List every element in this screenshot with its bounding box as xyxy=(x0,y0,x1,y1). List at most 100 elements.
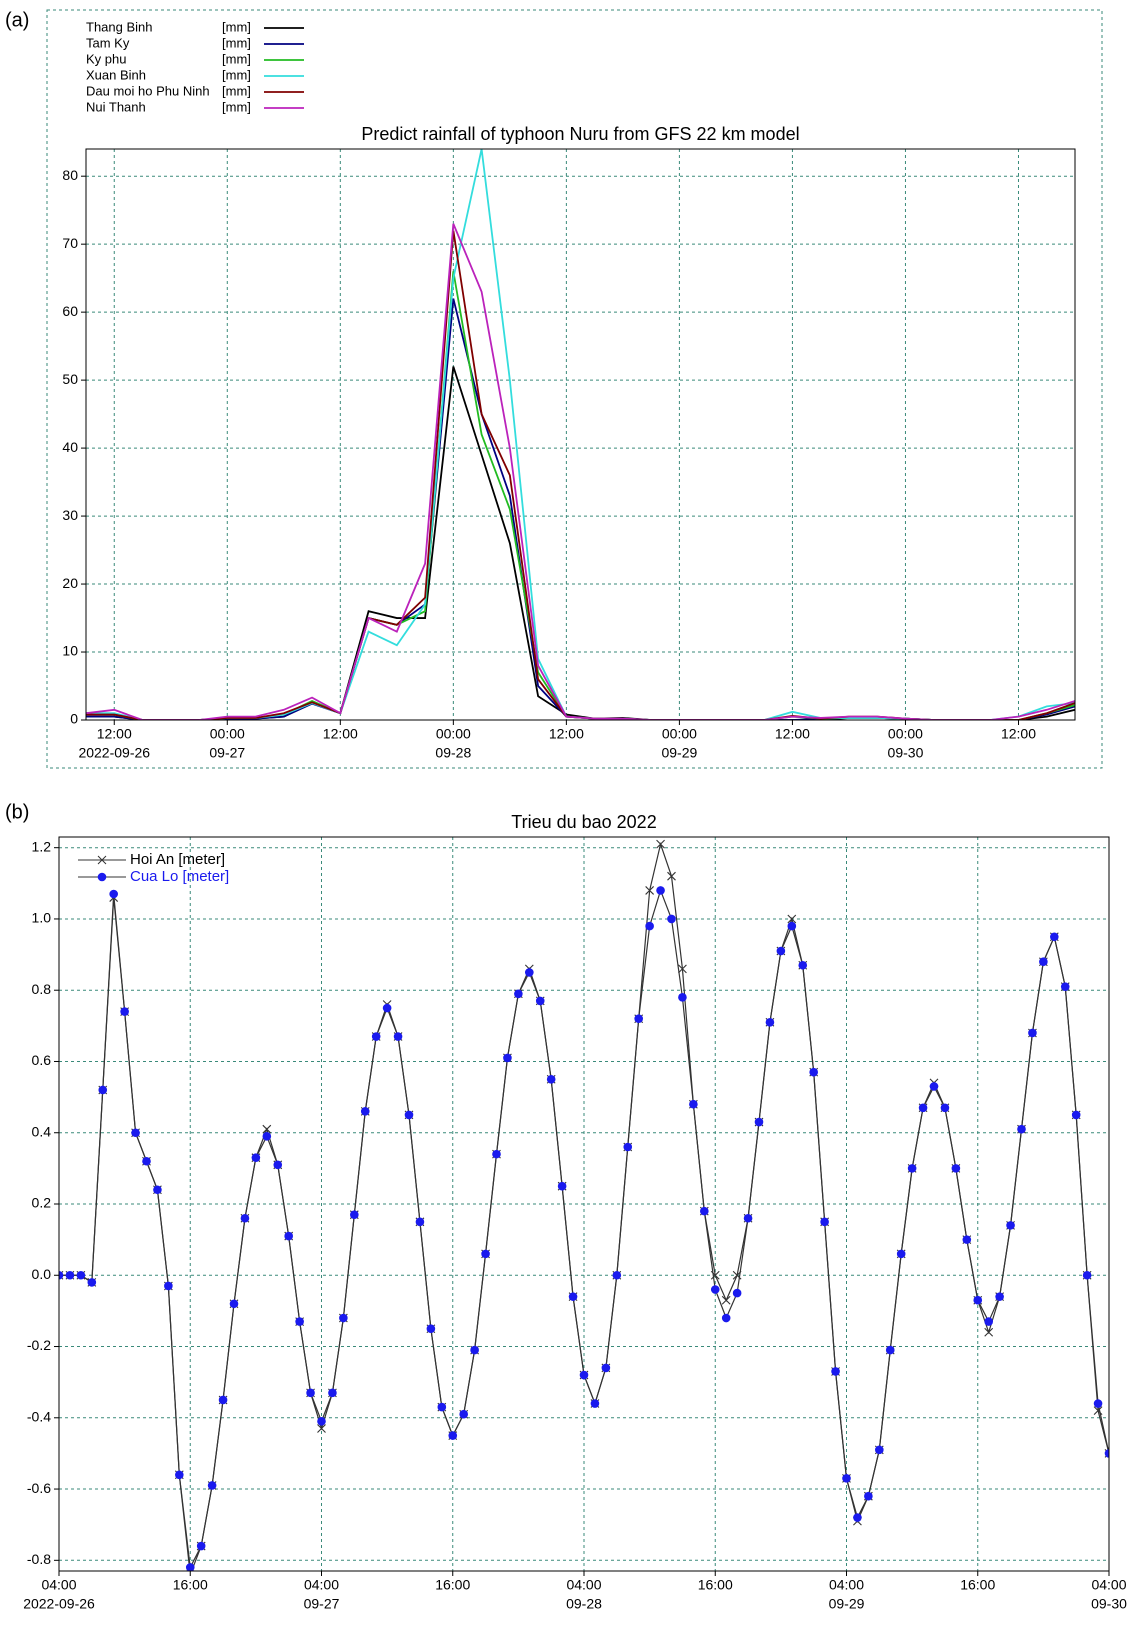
marker-dot xyxy=(700,1206,709,1216)
marker-dot xyxy=(262,1132,272,1141)
legend-label: Xuan Binh xyxy=(86,67,146,82)
marker-x xyxy=(667,871,676,881)
x-tick-label: 16:00 xyxy=(960,1577,995,1593)
marker-dot xyxy=(382,1003,392,1013)
marker-dot xyxy=(623,1142,633,1152)
marker-dot xyxy=(765,1017,775,1027)
y-tick-label: 0.4 xyxy=(32,1123,52,1139)
series-line xyxy=(86,230,1075,720)
marker-dot xyxy=(995,1292,1004,1301)
marker-dot xyxy=(732,1288,742,1298)
marker-x xyxy=(645,886,655,895)
marker-dot xyxy=(525,968,534,977)
marker-dot xyxy=(787,921,797,931)
marker-dot xyxy=(962,1235,972,1244)
marker-dot xyxy=(864,1491,873,1501)
x-tick-label: 12:00 xyxy=(1001,726,1036,742)
x-tick-label: 09-27 xyxy=(304,1596,340,1612)
y-tick-label: 50 xyxy=(62,371,78,387)
series-line xyxy=(86,271,1075,720)
marker-dot xyxy=(131,1128,140,1138)
series-line xyxy=(86,366,1075,720)
y-tick-label: -0.8 xyxy=(27,1551,51,1567)
y-tick-label: 10 xyxy=(62,643,78,659)
marker-dot xyxy=(1028,1028,1037,1038)
x-tick-label: 16:00 xyxy=(698,1577,733,1593)
legend-label: Hoi An [meter] xyxy=(130,851,225,868)
x-tick-label: 09-27 xyxy=(209,745,245,761)
marker-x xyxy=(656,839,665,849)
marker-dot xyxy=(196,1541,206,1551)
marker-dot xyxy=(831,1367,840,1376)
panel-label: (a) xyxy=(5,9,29,31)
marker-dot xyxy=(175,1470,184,1480)
x-tick-label: 16:00 xyxy=(435,1577,470,1593)
marker-dot xyxy=(809,1067,818,1077)
marker-dot xyxy=(754,1117,764,1127)
marker-x xyxy=(678,964,687,974)
legend-label: Cua Lo [meter] xyxy=(130,868,229,885)
x-tick-label: 00:00 xyxy=(888,726,923,742)
marker-dot xyxy=(448,1431,458,1440)
y-tick-label: -0.4 xyxy=(27,1408,51,1424)
marker-dot xyxy=(885,1345,895,1355)
y-tick-label: 20 xyxy=(62,575,78,591)
y-tick-label: 1.2 xyxy=(32,838,52,854)
marker-dot xyxy=(590,1399,600,1408)
y-tick-label: 60 xyxy=(62,303,78,319)
marker-dot xyxy=(470,1345,479,1355)
y-tick-label: 0.8 xyxy=(32,981,52,997)
marker-x xyxy=(317,1424,326,1433)
marker-dot xyxy=(842,1474,851,1483)
marker-dot xyxy=(185,1563,195,1571)
series-line xyxy=(86,223,1075,720)
marker-x xyxy=(262,1124,272,1134)
y-tick-label: 40 xyxy=(62,439,78,455)
marker-dot xyxy=(1082,1270,1092,1280)
marker-dot xyxy=(743,1213,753,1223)
marker-dot xyxy=(689,1099,698,1109)
marker-dot xyxy=(973,1295,983,1305)
marker-dot xyxy=(1006,1221,1015,1230)
legend-label: Thang Binh xyxy=(86,19,153,34)
marker-dot xyxy=(984,1317,993,1326)
marker-dot xyxy=(929,1082,939,1091)
marker-dot xyxy=(142,1156,151,1166)
panel-a-frame xyxy=(46,9,1103,769)
marker-dot xyxy=(656,886,665,895)
x-tick-label: 09-28 xyxy=(435,745,471,761)
marker-dot xyxy=(546,1074,556,1084)
marker-dot xyxy=(295,1317,304,1326)
x-tick-label: 12:00 xyxy=(549,726,584,742)
marker-dot xyxy=(393,1032,403,1041)
y-tick-label: 30 xyxy=(62,507,78,523)
marker-dot xyxy=(798,960,808,970)
marker-dot xyxy=(87,1278,97,1287)
marker-dot xyxy=(776,946,786,956)
marker-dot xyxy=(229,1299,239,1309)
marker-dot xyxy=(940,1103,950,1113)
y-tick-label: -0.6 xyxy=(27,1480,51,1496)
y-tick-label: 0.2 xyxy=(32,1195,52,1211)
y-tick-label: 0.0 xyxy=(32,1266,52,1282)
marker-dot xyxy=(459,1409,468,1419)
marker-dot xyxy=(317,1417,326,1426)
marker-dot xyxy=(667,914,676,924)
marker-dot xyxy=(153,1185,162,1195)
x-tick-label: 04:00 xyxy=(41,1577,76,1593)
marker-dot xyxy=(557,1181,567,1191)
marker-dot xyxy=(328,1388,337,1398)
marker-dot xyxy=(634,1014,643,1024)
marker-dot xyxy=(284,1231,293,1241)
marker-dot xyxy=(1050,932,1059,942)
marker-dot xyxy=(98,1085,108,1095)
chart-title: Predict rainfall of typhoon Nuru from GF… xyxy=(361,124,799,144)
legend-label: Dau moi ho Phu Ninh xyxy=(86,83,210,98)
series-line xyxy=(86,149,1075,720)
marker-x xyxy=(984,1327,994,1337)
x-tick-label: 2022-09-26 xyxy=(78,745,150,761)
marker-dot xyxy=(207,1481,217,1490)
marker-dot xyxy=(437,1402,447,1412)
marker-dot xyxy=(568,1292,578,1301)
